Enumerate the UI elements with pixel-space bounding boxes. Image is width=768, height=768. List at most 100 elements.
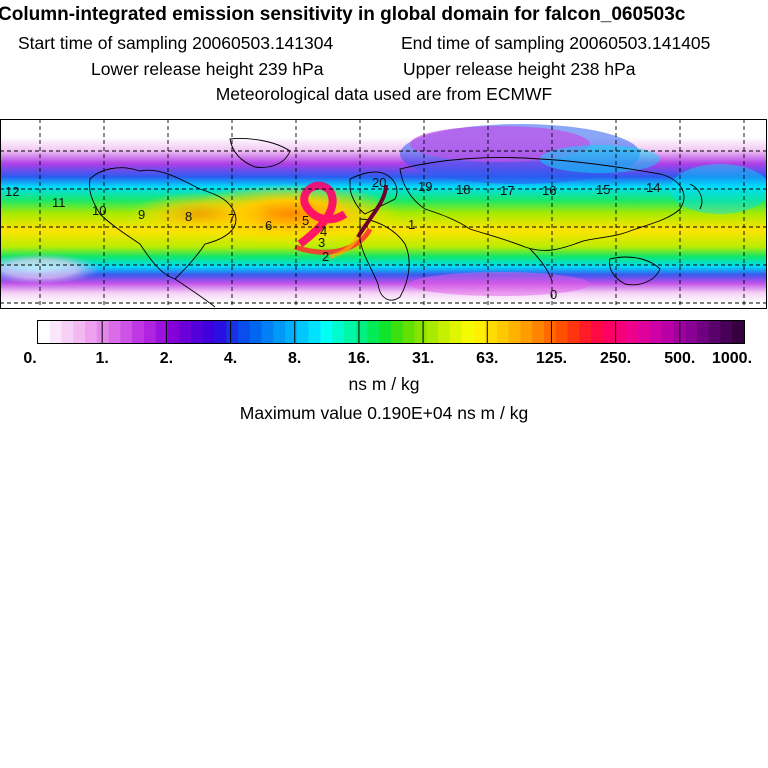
track-label: 10: [92, 203, 106, 218]
colorbar-cell: [473, 321, 486, 343]
colorbar-cell: [367, 321, 380, 343]
colorbar-cell: [449, 321, 463, 343]
colorbar-cell: [120, 321, 133, 343]
colorbar-dividers: [101, 321, 681, 343]
colorbar-unit-label: ns m / kg: [348, 374, 420, 394]
colorbar-cell: [438, 321, 451, 343]
colorbar-cell: [179, 321, 192, 343]
colorbar-tick-label: 500.: [664, 350, 695, 367]
map-frame: [0, 119, 767, 309]
colorbar-cell: [238, 321, 251, 343]
colorbar-cell: [285, 321, 298, 343]
colorbar-cell: [226, 321, 239, 343]
track-label: 14: [646, 180, 660, 195]
colorbar-cell: [73, 321, 86, 343]
colorbar-cells: [38, 321, 745, 343]
track-label: 9: [138, 207, 145, 222]
colorbar-cell: [696, 321, 710, 343]
colorbar-cell: [638, 321, 651, 343]
track-label: 19: [418, 179, 432, 194]
colorbar-tick-label: 4.: [224, 350, 237, 367]
colorbar-cell: [661, 321, 674, 343]
colorbar-cell: [543, 321, 557, 343]
track-label: 5: [302, 213, 309, 228]
colorbar-tick-label: 125.: [536, 350, 567, 367]
colorbar-cell: [214, 321, 227, 343]
colorbar-cell: [708, 321, 722, 343]
coastlines: [89, 138, 703, 308]
colorbar-cell: [732, 321, 745, 343]
colorbar-cell: [402, 321, 416, 343]
colorbar: 0. 1. 2. 4. 8. 16. 31. 63. 125. 250. 500. 1000.: [0, 315, 768, 375]
colorbar-cell: [414, 321, 427, 343]
map-title: Column-integrated emission sensitivity i…: [0, 4, 686, 25]
colorbar-cell: [38, 321, 51, 343]
colorbar-cell: [485, 321, 498, 343]
colorbar-cell: [296, 321, 310, 343]
colorbar-cell: [649, 321, 663, 343]
colorbar-cell: [614, 321, 627, 343]
colorbar-cell: [332, 321, 345, 343]
colorbar-cell: [132, 321, 145, 343]
colorbar-cell: [720, 321, 733, 343]
track-label: 6: [265, 218, 272, 233]
track-label: 2: [322, 249, 329, 264]
track-label: 16: [542, 183, 556, 198]
lower-height-label: Lower release height 239 hPa: [91, 59, 324, 79]
colorbar-cell: [685, 321, 698, 343]
colorbar-cell: [273, 321, 286, 343]
colorbar-cell: [602, 321, 616, 343]
colorbar-cell: [202, 321, 216, 343]
colorbar-tick-label: 2.: [160, 350, 173, 367]
track-label: 3: [318, 235, 325, 250]
colorbar-tick-label: 63.: [476, 350, 498, 367]
sensitivity-map: 12 11 10 9 8 7 6 5 4 3 2 20 19 18 17 16 …: [0, 119, 768, 309]
track-label: 12: [5, 184, 19, 199]
colorbar-cell: [532, 321, 545, 343]
end-time-label: End time of sampling 20060503.141405: [401, 33, 711, 53]
colorbar-tick-label: 31.: [412, 350, 434, 367]
track-label: 7: [228, 211, 235, 226]
flight-track: [356, 184, 388, 239]
colorbar-cell: [96, 321, 110, 343]
colorbar-cell: [555, 321, 569, 343]
colorbar-cell: [567, 321, 580, 343]
colorbar-cell: [508, 321, 522, 343]
colorbar-cell: [308, 321, 321, 343]
track-label: 20: [372, 175, 386, 190]
track-label: 18: [456, 182, 470, 197]
track-label: 8: [185, 209, 192, 224]
track-hour-labels: 12 11 10 9 8 7 6 5 4 3 2 20 19 18 17 16 …: [5, 175, 660, 302]
colorbar-cell: [461, 321, 474, 343]
colorbar-cell: [520, 321, 533, 343]
colorbar-cell: [579, 321, 592, 343]
colorbar-cell: [85, 321, 98, 343]
colorbar-cell: [261, 321, 274, 343]
track-label: 0: [550, 287, 557, 302]
upper-height-label: Upper release height 238 hPa: [403, 59, 636, 79]
colorbar-tick-label: 250.: [600, 350, 631, 367]
track-label: 1: [408, 217, 415, 232]
colorbar-cell: [626, 321, 639, 343]
colorbar-cell: [391, 321, 404, 343]
colorbar-tick-label: 16.: [348, 350, 370, 367]
colorbar-cell: [379, 321, 392, 343]
colorbar-cell: [496, 321, 510, 343]
track-label: 4: [320, 224, 327, 239]
track-label: 17: [500, 183, 514, 198]
colorbar-cell: [355, 321, 369, 343]
maximum-value-label: Maximum value 0.190E+04 ns m / kg: [239, 403, 529, 423]
colorbar-tick-label: 1.: [96, 350, 109, 367]
track-label: 11: [52, 195, 66, 210]
colorbar-cell: [249, 321, 263, 343]
colorbar-cell: [49, 321, 63, 343]
colorbar-tick-labels: 0. 1. 2. 4. 8. 16. 31. 63. 125. 250. 500. 1000.: [23, 350, 752, 367]
colorbar-cell: [320, 321, 333, 343]
start-time-label: Start time of sampling 20060503.141304: [18, 33, 334, 53]
colorbar-tick-label: 1000.: [712, 350, 752, 367]
colorbar-tick-label: 8.: [288, 350, 301, 367]
colorbar-cell: [155, 321, 169, 343]
colorbar-cell: [426, 321, 439, 343]
sensitivity-field: [0, 124, 768, 303]
colorbar-cell: [108, 321, 121, 343]
